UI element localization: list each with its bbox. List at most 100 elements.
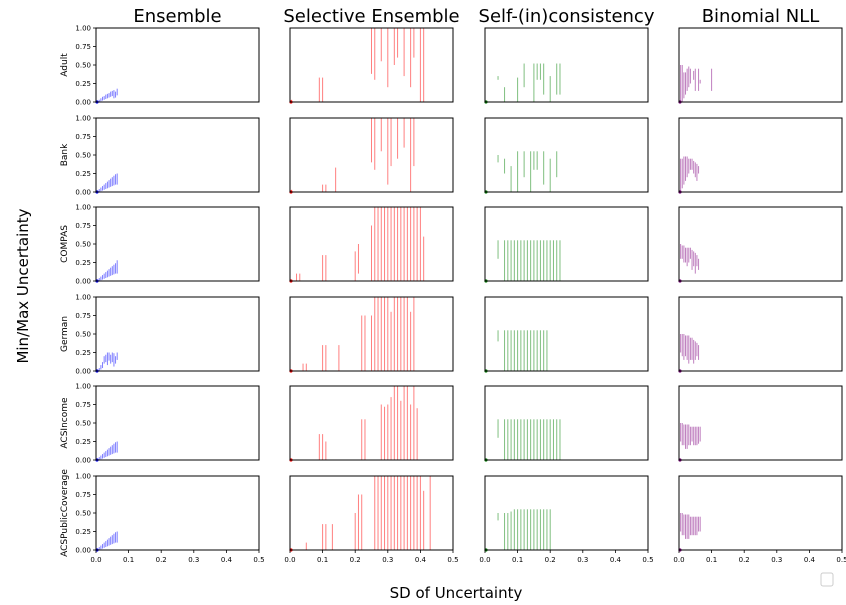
panel-frame <box>95 475 260 551</box>
y-tick-label: 1.00 <box>75 25 91 33</box>
panel-frame <box>484 117 649 193</box>
row-label-Adult: Adult <box>60 53 70 77</box>
panel-frame <box>678 27 843 103</box>
panel-German-1 <box>289 296 454 373</box>
y-tick-label: 1.00 <box>75 204 91 212</box>
y-tick-label: 0.25 <box>75 259 91 267</box>
panel-frame <box>95 296 260 372</box>
x-tick-label: 0.3 <box>382 556 393 564</box>
x-tick-label: 0.4 <box>610 556 622 564</box>
y-tick-label: 0.00 <box>75 547 91 555</box>
y-tick-label: 0.75 <box>75 312 91 320</box>
row-label-ACSIncome: ACSIncome <box>60 397 70 449</box>
y-tick-label: 0.50 <box>75 420 91 428</box>
row-label-German: German <box>60 316 70 352</box>
panel-frame <box>678 385 843 461</box>
panel-Adult-1 <box>289 27 454 104</box>
panel-frame <box>484 296 649 372</box>
panel-frame <box>484 385 649 461</box>
x-tick-label: 0.2 <box>545 556 556 564</box>
y-tick-label: 0.75 <box>75 222 91 230</box>
x-tick-label: 0.5 <box>447 556 458 564</box>
x-tick-label: 0.2 <box>350 556 361 564</box>
column-title-1: Selective Ensemble <box>283 6 459 27</box>
x-tick-label: 0.0 <box>90 556 101 564</box>
panel-German-2 <box>484 296 649 373</box>
panel-COMPAS-0: 0.00 0.25 0.50 0.75 1.00 COMPAS <box>60 204 260 286</box>
y-tick-label: 0.75 <box>75 401 91 409</box>
panel-ACSIncome-1 <box>289 385 454 462</box>
panel-frame <box>289 206 454 282</box>
y-tick-label: 1.00 <box>75 294 91 302</box>
x-tick-label: 0.4 <box>804 556 816 564</box>
column-title-0: Ensemble <box>133 6 221 27</box>
panel-frame <box>678 475 843 551</box>
panel-German-3 <box>678 296 843 373</box>
panel-ACSPublicCoverage-2: 0.0 0.1 0.2 0.3 0.4 0.5 <box>479 475 654 564</box>
x-tick-label: 0.3 <box>771 556 782 564</box>
panel-Bank-2 <box>484 117 649 194</box>
x-tick-label: 0.1 <box>123 556 134 564</box>
panel-grid: 0.00 0.25 0.50 0.75 1.00 Adult 0.00 0.25 0.50 0.7… <box>60 25 846 565</box>
panel-frame <box>678 296 843 372</box>
panel-frame <box>95 117 260 193</box>
y-tick-label: 0.75 <box>75 491 91 499</box>
y-tick-label: 0.50 <box>75 241 91 249</box>
panel-COMPAS-3 <box>678 206 843 283</box>
panel-COMPAS-2 <box>484 206 649 283</box>
panel-frame <box>95 27 260 103</box>
panel-Adult-0: 0.00 0.25 0.50 0.75 1.00 Adult <box>60 25 260 107</box>
panel-ACSPublicCoverage-0: 0.00 0.25 0.50 0.75 1.00 ACSPublicCoverage 0.0… <box>60 469 265 564</box>
panel-frame <box>484 475 649 551</box>
panel-Bank-0: 0.00 0.25 0.50 0.75 1.00 Bank <box>60 115 260 197</box>
y-tick-label: 1.00 <box>75 473 91 481</box>
panel-Adult-2 <box>484 27 649 104</box>
y-tick-label: 0.75 <box>75 133 91 141</box>
x-tick-label: 0.3 <box>577 556 588 564</box>
panel-frame <box>484 206 649 282</box>
y-tick-label: 0.75 <box>75 43 91 51</box>
panel-ACSIncome-2 <box>484 385 649 462</box>
panel-frame <box>678 117 843 193</box>
x-tick-label: 0.0 <box>479 556 490 564</box>
x-tick-label: 0.3 <box>188 556 199 564</box>
y-tick-label: 0.00 <box>75 99 91 107</box>
row-label-COMPAS: COMPAS <box>60 225 70 263</box>
panel-frame <box>289 475 454 551</box>
row-label-Bank: Bank <box>60 143 70 166</box>
x-tick-label: 0.4 <box>221 556 233 564</box>
legend-box <box>820 572 834 587</box>
y-tick-label: 0.25 <box>75 438 91 446</box>
panel-frame <box>95 385 260 461</box>
y-tick-label: 0.25 <box>75 528 91 536</box>
x-tick-label: 0.5 <box>836 556 846 564</box>
x-tick-label: 0.1 <box>512 556 523 564</box>
y-tick-label: 0.00 <box>75 278 91 286</box>
y-tick-label: 0.00 <box>75 368 91 376</box>
panel-ACSIncome-0: 0.00 0.25 0.50 0.75 1.00 ACSIncome <box>60 383 260 465</box>
panel-frame <box>289 296 454 372</box>
x-tick-label: 0.2 <box>739 556 750 564</box>
y-tick-label: 0.00 <box>75 189 91 197</box>
panel-German-0: 0.00 0.25 0.50 0.75 1.00 German <box>60 294 260 376</box>
x-tick-label: 0.5 <box>253 556 264 564</box>
panel-COMPAS-1 <box>289 206 454 283</box>
figure-x-axis-label: SD of Uncertainty <box>390 584 523 602</box>
panel-frame <box>289 27 454 103</box>
column-title-2: Self-(in)consistency <box>479 6 655 27</box>
y-tick-label: 0.25 <box>75 80 91 88</box>
y-tick-label: 0.50 <box>75 331 91 339</box>
panel-frame <box>484 27 649 103</box>
panel-Bank-3 <box>678 117 843 194</box>
panel-frame <box>289 117 454 193</box>
column-title-3: Binomial NLL <box>702 6 820 27</box>
y-tick-label: 1.00 <box>75 383 91 391</box>
x-tick-label: 0.1 <box>706 556 717 564</box>
panel-Bank-1 <box>289 117 454 194</box>
panel-ACSPublicCoverage-1: 0.0 0.1 0.2 0.3 0.4 0.5 <box>284 475 459 564</box>
panel-frame <box>678 206 843 282</box>
panel-ACSPublicCoverage-3: 0.0 0.1 0.2 0.3 0.4 0.5 <box>673 475 846 564</box>
column-titles: Ensemble Selective Ensemble Self-(in)consi… <box>133 6 819 27</box>
panel-frame <box>289 385 454 461</box>
